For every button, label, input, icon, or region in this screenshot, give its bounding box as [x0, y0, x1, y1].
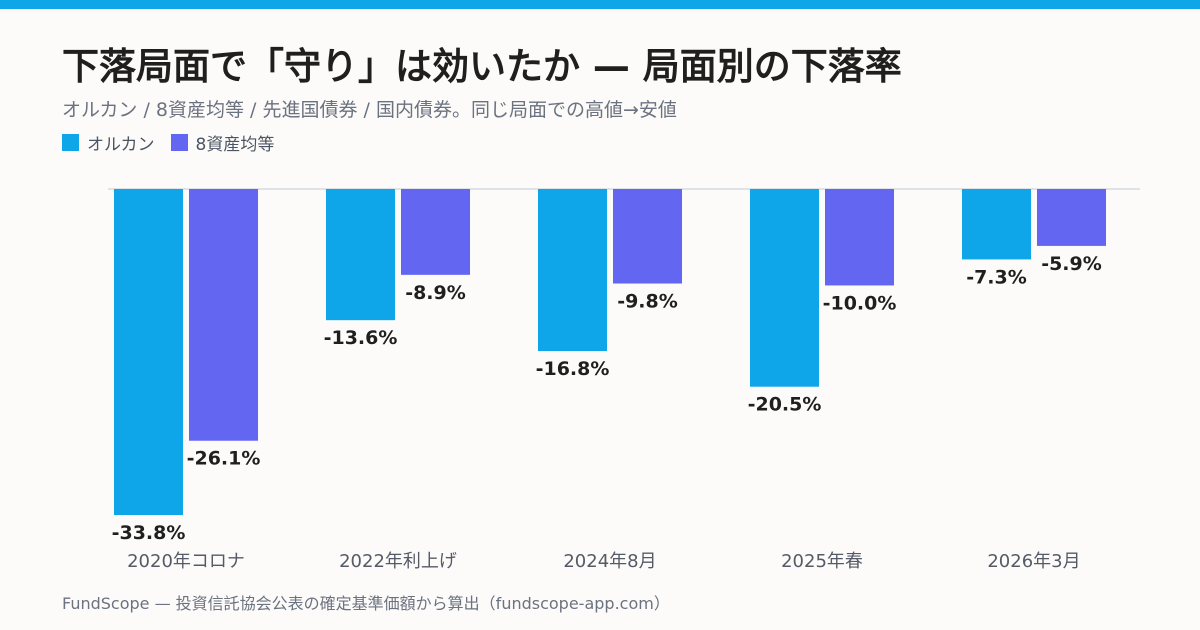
bar-series-1-4	[962, 189, 1031, 260]
data-label-series-1-4: -7.3%	[966, 266, 1027, 288]
legend-label-series-2: 8資産均等	[195, 135, 275, 155]
data-label-series-2-2: -9.8%	[617, 291, 678, 313]
bar-series-2-0	[189, 189, 258, 441]
footer-source-note: FundScope — 投資信託協会公表の確定基準価額から算出（fundscop…	[62, 594, 670, 613]
x-tick-label-2: 2024年8月	[563, 551, 656, 572]
legend-swatch-series-1	[62, 134, 79, 151]
legend-item-series-1: オルカン	[62, 130, 155, 155]
chart-subtitle: オルカン / 8資産均等 / 先進国債券 / 国内債券。同じ局面での高値→安値	[62, 99, 677, 121]
data-label-series-1-3: -20.5%	[748, 394, 822, 416]
data-label-series-1-1: -13.6%	[324, 327, 398, 349]
legend-label-series-1: オルカン	[87, 135, 155, 155]
x-tick-label-4: 2026年3月	[987, 551, 1080, 572]
chart-title: 下落局面で「守り」は効いたか — 局面別の下落率	[62, 45, 902, 88]
x-tick-label-3: 2025年春	[781, 551, 863, 572]
bar-series-2-4	[1037, 189, 1106, 246]
data-label-series-2-1: -8.9%	[405, 282, 466, 304]
x-tick-label-1: 2022年利上げ	[339, 551, 457, 572]
data-label-series-1-0: -33.8%	[112, 522, 186, 544]
bar-series-1-1	[326, 189, 395, 321]
bar-series-1-2	[538, 189, 607, 352]
bar-series-2-1	[401, 189, 470, 275]
data-label-series-2-4: -5.9%	[1041, 253, 1102, 275]
bar-series-2-3	[825, 189, 894, 286]
top-accent-bar	[0, 0, 1200, 9]
data-label-series-1-2: -16.8%	[536, 358, 610, 380]
data-label-series-2-0: -26.1%	[187, 448, 261, 470]
x-tick-label-0: 2020年コロナ	[127, 551, 245, 572]
data-label-series-2-3: -10.0%	[823, 292, 897, 314]
legend-item-series-2: 8資産均等	[170, 130, 275, 155]
legend: オルカン 8資産均等	[62, 130, 290, 155]
bar-series-2-2	[613, 189, 682, 284]
bar-series-1-3	[750, 189, 819, 387]
legend-swatch-series-2	[170, 134, 188, 151]
bar-series-1-0	[114, 189, 183, 515]
